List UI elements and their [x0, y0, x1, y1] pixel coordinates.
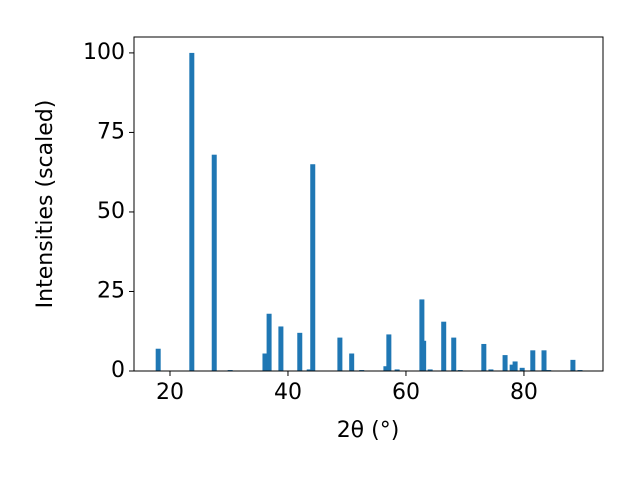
bar	[266, 313, 272, 371]
bar	[451, 337, 457, 371]
bar	[211, 154, 217, 371]
bar	[262, 353, 268, 371]
bar	[530, 350, 536, 371]
bar	[386, 334, 392, 371]
bar	[189, 52, 195, 372]
bar	[297, 332, 303, 371]
bar	[337, 337, 343, 371]
x-tick-label: 20	[156, 380, 184, 405]
bar	[421, 340, 427, 371]
x-tick-label: 60	[392, 380, 420, 405]
bar	[509, 364, 515, 371]
x-axis-label: 2θ (°)	[337, 418, 400, 443]
y-tick-label: 0	[111, 358, 125, 383]
bar	[427, 369, 433, 371]
plot-frame	[133, 36, 604, 372]
bar	[481, 343, 487, 371]
bar	[278, 326, 284, 371]
bar	[519, 367, 525, 371]
bar	[383, 366, 389, 371]
bar	[306, 369, 312, 371]
bar	[541, 350, 547, 371]
y-tick-label: 50	[97, 199, 125, 224]
bar	[488, 369, 494, 371]
bar	[310, 164, 316, 371]
bar	[394, 369, 400, 371]
bar	[441, 321, 447, 371]
bar	[570, 359, 576, 371]
y-tick-label: 25	[97, 278, 125, 303]
y-axis-label: Intensities (scaled)	[33, 100, 58, 309]
x-tick-label: 80	[510, 380, 538, 405]
bar	[349, 353, 355, 371]
x-tick-label: 40	[274, 380, 302, 405]
y-tick-label: 100	[83, 40, 125, 65]
bar	[502, 355, 508, 371]
bar	[512, 361, 518, 371]
y-tick-label: 75	[97, 119, 125, 144]
bar	[419, 299, 425, 371]
bar	[155, 348, 161, 371]
